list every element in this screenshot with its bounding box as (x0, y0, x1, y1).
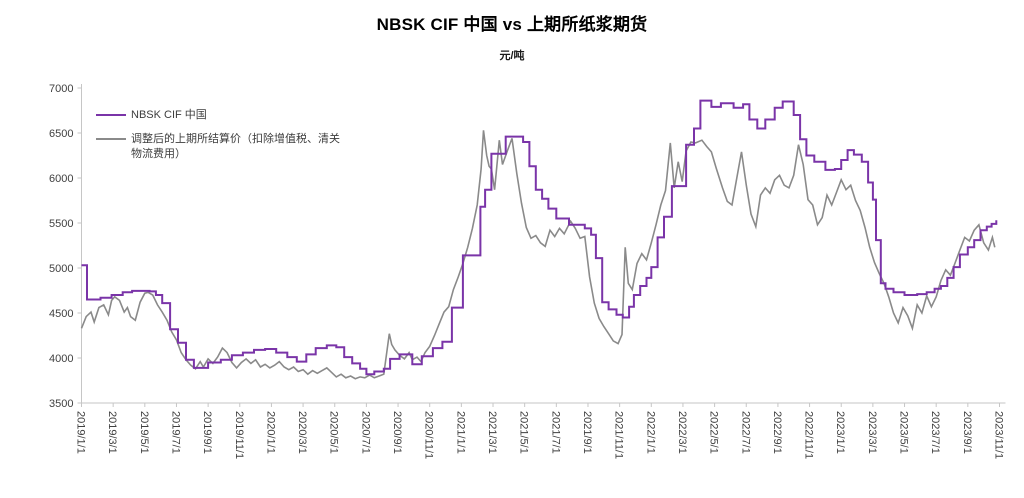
axis-tick-labels: 3500 4000 4500 5000 5500 6000 6500 7000 2019/1/1… (49, 83, 1004, 459)
x-tick-label: 2019/9/1 (201, 411, 213, 454)
x-tick-label: 2021/1/1 (454, 411, 466, 454)
nbsk-line-swatch-icon (96, 114, 126, 116)
x-tick-label: 2023/3/1 (866, 411, 878, 454)
x-tick-label: 2021/7/1 (549, 411, 561, 454)
shfe-line-swatch-icon (96, 138, 126, 140)
legend-item-nbsk: NBSK CIF 中国 (96, 108, 343, 123)
x-tick-label: 2022/3/1 (676, 411, 688, 454)
x-tick-label: 2019/11/1 (233, 411, 245, 459)
x-tick-label: 2019/3/1 (106, 411, 118, 454)
x-tick-label: 2019/5/1 (138, 411, 150, 454)
chart-unit-subtitle: 元/吨 (499, 50, 525, 62)
legend-label-shfe: 调整后的上期所结算价（扣除增值税、清关物流费用） (131, 133, 340, 160)
y-tick-label: 6500 (49, 128, 73, 140)
y-tick-label: 5000 (49, 263, 73, 275)
x-tick-label: 2020/11/1 (423, 411, 435, 459)
x-tick-label: 2023/1/1 (834, 411, 846, 454)
y-tick-label: 5500 (49, 218, 73, 230)
x-tick-label: 2020/7/1 (359, 411, 371, 454)
legend-item-shfe: 调整后的上期所结算价（扣除增值税、清关物流费用） (96, 132, 343, 162)
x-tick-label: 2023/11/1 (993, 411, 1005, 459)
x-tick-label: 2022/1/1 (644, 411, 656, 454)
x-tick-label: 2021/11/1 (613, 411, 625, 459)
y-tick-label: 7000 (49, 83, 73, 95)
chart-legend: NBSK CIF 中国 调整后的上期所结算价（扣除增值税、清关物流费用） (96, 108, 343, 171)
legend-label-nbsk: NBSK CIF 中国 (131, 109, 207, 121)
axis-ticks (77, 87, 1000, 407)
x-tick-label: 2023/9/1 (961, 411, 973, 454)
x-tick-label: 2021/9/1 (581, 411, 593, 454)
chart-title: NBSK CIF 中国 vs 上期所纸浆期货 (376, 15, 648, 34)
y-tick-label: 4000 (49, 353, 73, 365)
nbsk-cif-china-line (81, 99, 998, 376)
x-tick-label: 2021/3/1 (486, 411, 498, 454)
x-tick-label: 2020/1/1 (264, 411, 276, 454)
x-tick-label: 2020/9/1 (391, 411, 403, 454)
y-tick-label: 4500 (49, 308, 73, 320)
shfe-adjusted-settlement-line (80, 130, 996, 380)
x-tick-label: 2021/5/1 (518, 411, 530, 454)
series-lines (80, 99, 998, 380)
x-tick-label: 2019/7/1 (169, 411, 181, 454)
x-tick-label: 2020/3/1 (296, 411, 308, 454)
x-tick-label: 2022/5/1 (708, 411, 720, 454)
x-tick-label: 2019/1/1 (75, 411, 87, 454)
x-tick-label: 2022/7/1 (739, 411, 751, 454)
x-tick-label: 2022/11/1 (803, 411, 815, 459)
y-tick-label: 3500 (49, 398, 73, 410)
axes (81, 84, 1006, 404)
y-tick-label: 6000 (49, 173, 73, 185)
x-tick-label: 2020/5/1 (328, 411, 340, 454)
x-tick-label: 2022/9/1 (771, 411, 783, 454)
x-tick-label: 2023/5/1 (898, 411, 910, 454)
x-tick-label: 2023/7/1 (929, 411, 941, 454)
